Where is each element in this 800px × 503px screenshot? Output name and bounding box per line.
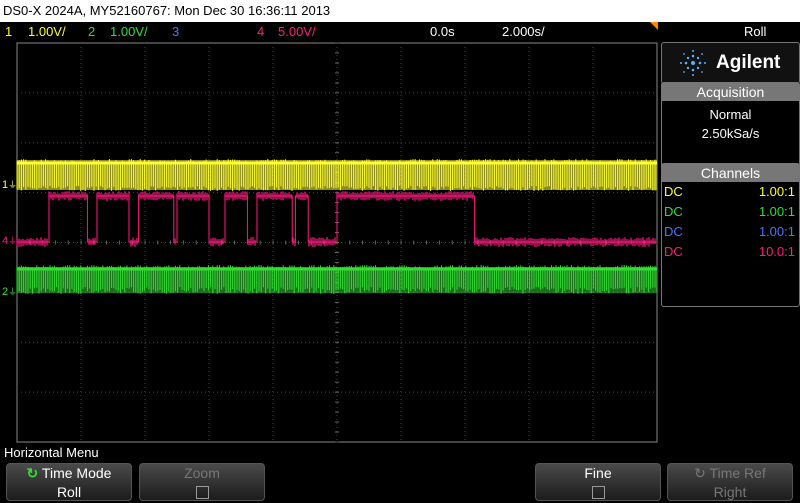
time-mode-softkey[interactable]: ↻ Time Mode Roll [6, 463, 132, 501]
fine-softkey[interactable]: Fine [535, 463, 661, 501]
zoom-softkey[interactable]: Zoom [139, 463, 265, 501]
brand-name: Agilent [716, 52, 780, 74]
acquisition-rate: 2.50kSa/s [662, 124, 799, 143]
channels-panel[interactable]: Channels DC 1.00:1 DC 1.00:1 DC 1.00:1 DC 10… [661, 163, 800, 307]
time-mode-value: Roll [7, 483, 131, 501]
brand-logo: Agilent [661, 42, 800, 84]
channel-row-1[interactable]: DC 1.00:1 [662, 182, 799, 202]
zoom-label: Zoom [140, 464, 264, 483]
time-ref-label: Time Ref [710, 465, 766, 481]
ch1-ground-marker[interactable]: 1⏚ [2, 180, 17, 191]
ch2-trace [17, 265, 657, 294]
channels-header: Channels [662, 164, 799, 182]
channel-row-2[interactable]: DC 1.00:1 [662, 202, 799, 222]
fine-checkbox[interactable] [592, 486, 605, 499]
menu-title: Horizontal Menu [4, 445, 99, 460]
refresh-icon: ↻ [694, 465, 706, 481]
channel-row-3[interactable]: DC 1.00:1 [662, 222, 799, 242]
ch4-ground-marker[interactable]: 4⏚ [2, 236, 17, 247]
time-ref-softkey[interactable]: ↻ Time Ref Right [667, 463, 793, 501]
time-mode-label: Time Mode [42, 465, 112, 481]
ch1-trace [17, 159, 657, 191]
zoom-checkbox[interactable] [196, 486, 209, 499]
fine-label: Fine [536, 464, 660, 483]
acquisition-header: Acquisition [662, 83, 799, 101]
agilent-spark-icon [678, 48, 708, 78]
refresh-icon: ↻ [27, 465, 39, 481]
time-ref-value: Right [668, 483, 792, 501]
ch2-ground-marker[interactable]: 2⏚ [2, 287, 17, 298]
acquisition-mode: Normal [662, 105, 799, 124]
channel-row-4[interactable]: DC 10.0:1 [662, 242, 799, 262]
